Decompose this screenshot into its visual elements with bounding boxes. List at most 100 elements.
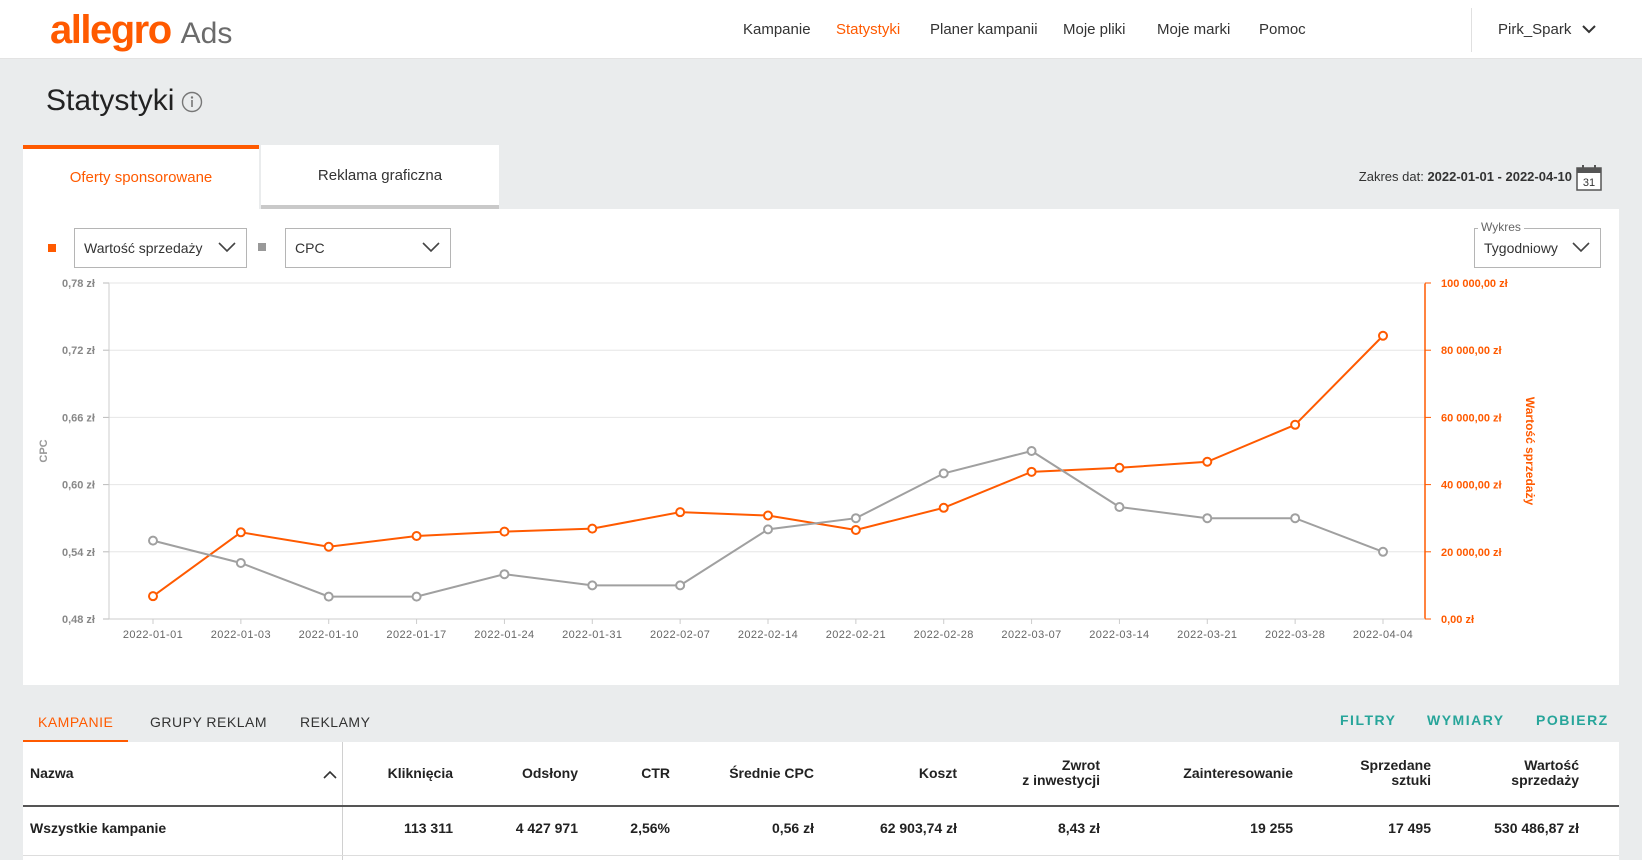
sales-data-point — [148, 591, 158, 602]
svg-text:31: 31 — [1583, 177, 1595, 189]
x-tick-label: 2022-01-17 — [386, 629, 446, 641]
column-header-wartosc-sprzedazy[interactable]: Wartość sprzedaży — [1511, 757, 1579, 788]
column-header-klikniecia[interactable]: Kliknięcia — [387, 765, 453, 781]
nav-pomoc[interactable]: Pomoc — [1259, 21, 1306, 38]
y-right-tick-label: 100 000,00 zł — [1441, 278, 1508, 290]
column-header-srednie-cpc[interactable]: Średnie CPC — [729, 765, 814, 781]
wykres-select[interactable]: Tygodniowy — [1474, 228, 1601, 268]
x-tick-label: 2022-01-31 — [562, 629, 622, 641]
chevron-down-icon — [1572, 242, 1590, 253]
sales-data-point — [675, 507, 686, 518]
calendar-icon[interactable]: 31 — [1576, 164, 1602, 191]
sort-chevron-up-icon[interactable] — [323, 770, 337, 779]
x-tick-label: 2022-02-28 — [914, 629, 974, 641]
metric2-select[interactable]: CPC — [285, 228, 451, 268]
subtab-kampanie[interactable]: KAMPANIE — [23, 702, 129, 742]
cpc-series-line — [152, 449, 1384, 598]
column-header-nazwa[interactable]: Nazwa — [30, 765, 74, 781]
y-right-tick-label: 0,00 zł — [1441, 614, 1474, 626]
allegro-ads-logo[interactable]: allegro Ads — [50, 8, 232, 52]
sales-data-point — [587, 523, 598, 534]
subtab-grupy-reklam[interactable]: GRUPY REKLAM — [150, 714, 267, 730]
cell-wartosc-sprzedazy: 530 486,87 zł — [1494, 820, 1579, 836]
nav-statystyki[interactable]: Statystyki — [836, 21, 901, 38]
y-left-tick-label: 0,60 zł — [62, 480, 95, 492]
y-left-axis-label: CPC — [38, 439, 50, 462]
column-header-sprzedane-sztuki[interactable]: Sprzedane sztuki — [1360, 757, 1431, 788]
y-right-tick-label: 60 000,00 zł — [1441, 412, 1502, 424]
sales-series-line — [152, 335, 1384, 597]
legend-cpc-marker — [258, 243, 266, 251]
wykres-label: Wykres — [1478, 220, 1524, 234]
row-divider — [23, 855, 1619, 856]
cell-sprzedane-sztuki: 17 495 — [1388, 820, 1431, 836]
sales-data-point — [763, 510, 773, 521]
filtry-button[interactable]: FILTRY — [1340, 712, 1397, 728]
y-right-tick-label: 20 000,00 zł — [1441, 547, 1502, 559]
tab-reklama-graficzna[interactable]: Reklama graficzna — [261, 145, 499, 209]
cpc-data-point — [323, 591, 334, 602]
user-divider — [1471, 8, 1472, 52]
header-divider — [23, 805, 1619, 807]
tab-oferty-sponsorowane[interactable]: Oferty sponsorowane — [23, 145, 259, 209]
date-range-label: Zakres dat: — [1358, 169, 1424, 184]
wykres-value: Tygodniowy — [1484, 240, 1558, 256]
sales-data-point — [1202, 456, 1213, 467]
line-chart: 0,48 zł 0,54 zł 0,60 zł 0,66 zł 0,72 zł 0,78 … — [38, 278, 1537, 641]
cell-klikniecia: 113 311 — [403, 820, 453, 836]
x-tick-label: 2022-01-03 — [211, 629, 271, 641]
nav-moje-marki[interactable]: Moje marki — [1157, 21, 1231, 38]
column-header-koszt[interactable]: Koszt — [918, 765, 957, 781]
logo-wordmark: allegro — [50, 8, 172, 52]
cpc-data-point — [411, 591, 422, 602]
campaign-table: Nazwa Kliknięcia Odsłony CTR Średnie CPC… — [23, 742, 1619, 860]
nav-planer-kampanii[interactable]: Planer kampanii — [930, 21, 1038, 38]
x-tick-label: 2022-01-01 — [123, 629, 183, 641]
x-tick-label: 2022-03-28 — [1265, 629, 1325, 641]
subtab-reklamy[interactable]: REKLAMY — [300, 714, 371, 730]
sales-data-point — [850, 524, 861, 535]
cell-koszt: 62 903,74 zł — [879, 820, 957, 836]
cell-ctr: 2,56% — [630, 820, 670, 836]
column-header-zainteresowanie[interactable]: Zainteresowanie — [1183, 765, 1293, 781]
nav-moje-pliki[interactable]: Moje pliki — [1063, 21, 1126, 38]
chevron-down-icon[interactable] — [1581, 22, 1597, 36]
column-header-zwrot-z-inwestycji[interactable]: Zwrot z inwestycji — [1022, 757, 1100, 788]
cpc-data-point — [148, 535, 158, 546]
row-name: Wszystkie kampanie — [30, 820, 167, 836]
column-header-odslony[interactable]: Odsłony — [521, 765, 578, 781]
sales-data-point — [499, 526, 510, 537]
logo-product: Ads — [180, 17, 233, 50]
cpc-data-point — [1378, 546, 1388, 557]
cell-zainteresowanie: 19 255 — [1250, 820, 1293, 836]
sales-data-point — [323, 541, 334, 552]
nav-kampanie[interactable]: Kampanie — [743, 21, 811, 38]
y-left-tick-label: 0,78 zł — [62, 278, 95, 290]
y-right-tick-label: 80 000,00 zł — [1441, 345, 1502, 357]
metric1-value: Wartość sprzedaży — [84, 240, 203, 256]
metric2-value: CPC — [295, 240, 325, 256]
cell-odslony: 4 427 971 — [515, 820, 578, 836]
wymiary-button[interactable]: WYMIARY — [1427, 712, 1505, 728]
chevron-down-icon — [422, 242, 440, 253]
info-icon[interactable] — [181, 91, 203, 113]
sales-data-point — [938, 502, 949, 513]
x-tick-label: 2022-02-07 — [650, 629, 710, 641]
column-header-ctr[interactable]: CTR — [641, 765, 670, 781]
x-tick-label: 2022-03-07 — [1001, 629, 1061, 641]
cell-zwrot-z-inwestycji: 8,43 zł — [1057, 820, 1100, 836]
cell-srednie-cpc: 0,56 zł — [771, 820, 814, 836]
y-left-tick-label: 0,66 zł — [62, 412, 95, 424]
column-separator — [342, 742, 343, 860]
sales-data-point — [411, 531, 422, 542]
y-right-tick-label: 40 000,00 zł — [1441, 480, 1502, 492]
page-title: Statystyki — [46, 84, 175, 117]
x-tick-label: 2022-02-21 — [826, 629, 886, 641]
y-right-axis-label: Wartość sprzedaży — [1523, 397, 1537, 506]
x-tick-label: 2022-03-14 — [1089, 629, 1149, 641]
metric1-select[interactable]: Wartość sprzedaży — [74, 228, 247, 268]
pobierz-button[interactable]: POBIERZ — [1536, 712, 1609, 728]
user-menu[interactable]: Pirk_Spark — [1498, 21, 1572, 38]
cpc-data-point — [938, 468, 949, 479]
chevron-down-icon — [218, 242, 236, 253]
